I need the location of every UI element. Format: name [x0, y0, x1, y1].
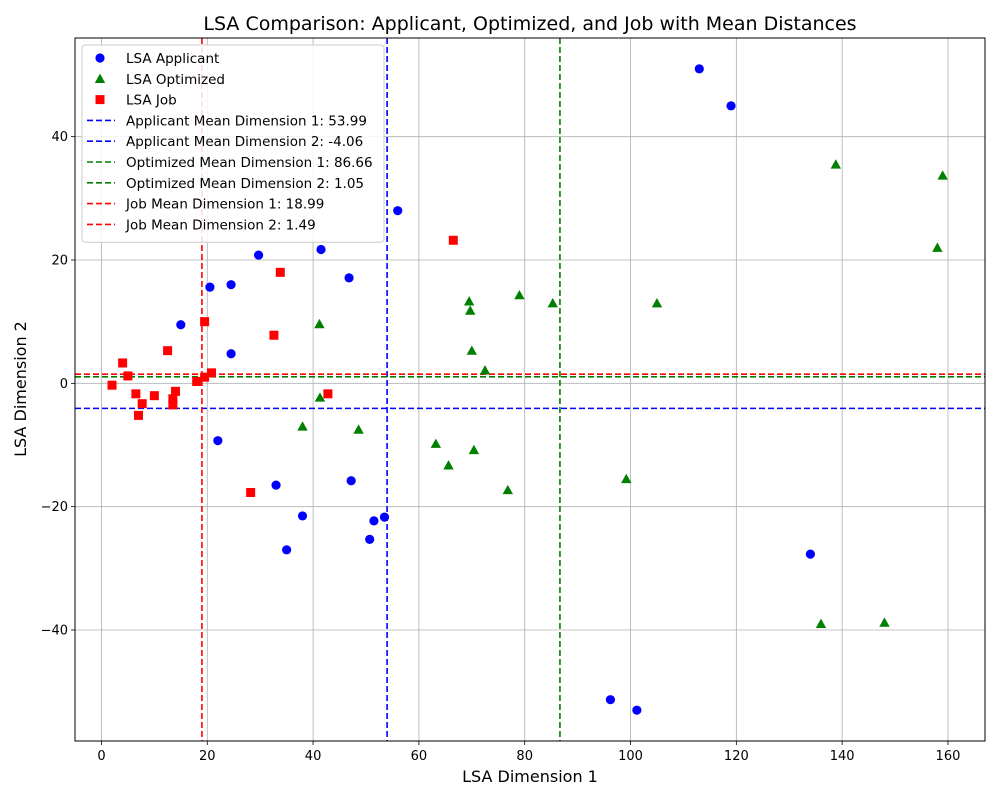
lsa-job-point	[133, 410, 143, 420]
lsa-optimized-point	[502, 484, 513, 495]
legend-label-job-mean-dimension-1-18-99: Job Mean Dimension 1: 18.99	[125, 197, 324, 213]
x-tick-label: 60	[411, 749, 428, 764]
y-tick-label: −40	[41, 624, 68, 639]
lsa-applicant-point	[369, 516, 379, 526]
lsa-applicant-point	[253, 250, 264, 260]
lsa-applicant-point	[282, 545, 292, 555]
y-tick-label: 20	[51, 254, 68, 269]
legend-label-job-mean-dimension-2-1-49: Job Mean Dimension 2: 1.49	[125, 217, 316, 233]
legend-label-optimized-mean-dimension-1-86-66: Optimized Mean Dimension 1: 86.66	[126, 155, 373, 171]
lsa-applicant-point	[346, 476, 356, 486]
lsa-job-point	[163, 346, 173, 356]
lsa-optimized-point	[463, 296, 475, 306]
lsa-applicant-point	[344, 273, 354, 283]
x-tick-label: 160	[936, 749, 961, 764]
x-tick-label: 0	[97, 749, 105, 764]
lsa-optimized-point	[465, 305, 476, 315]
lsa-optimized-point	[932, 242, 943, 252]
lsa-applicant-point	[605, 695, 616, 705]
lsa-optimized-point	[468, 444, 480, 455]
lsa-applicant-point	[726, 101, 736, 111]
x-tick-label: 20	[199, 749, 216, 764]
y-tick-label: −20	[41, 500, 68, 515]
lsa-applicant-point	[393, 206, 403, 216]
x-tick-label: 140	[830, 749, 855, 764]
lsa-job-point	[200, 372, 210, 382]
lsa-job-point	[448, 235, 458, 245]
data-points	[107, 64, 948, 715]
lsa-job-point	[149, 391, 159, 401]
lsa-job-point	[207, 368, 216, 378]
legend-label-lsa-job: LSA Job	[126, 93, 177, 109]
lsa-applicant-point	[805, 549, 816, 559]
lsa-job-point	[192, 376, 202, 386]
x-tick-label: 120	[724, 749, 749, 764]
lsa-optimized-point	[479, 365, 491, 375]
legend-marker-lsa-job	[95, 95, 105, 105]
y-axis-label: LSA Dimension 2	[11, 321, 30, 457]
lsa-applicant-point	[271, 480, 281, 490]
lsa-optimized-point	[430, 438, 442, 448]
legend-marker-lsa-applicant	[95, 53, 105, 63]
lsa-optimized-point	[621, 473, 632, 484]
y-tick-label: 0	[60, 377, 68, 392]
lsa-optimized-point	[297, 421, 308, 431]
lsa-job-point	[275, 267, 285, 277]
lsa-job-point	[131, 389, 141, 399]
lsa-job-point	[107, 380, 117, 390]
lsa-job-point	[171, 386, 181, 396]
lsa-job-point	[200, 317, 210, 327]
lsa-optimized-point	[514, 289, 525, 300]
lsa-job-point	[246, 487, 256, 497]
lsa-optimized-point	[353, 424, 364, 434]
lsa-optimized-point	[937, 170, 948, 180]
x-axis-label: LSA Dimension 1	[462, 767, 598, 786]
lsa-optimized-point	[314, 392, 326, 402]
lsa-applicant-point	[297, 511, 308, 521]
lsa-applicant-point	[213, 436, 223, 446]
legend: LSA Applicant LSA Optimized LSA Job Applica…	[81, 44, 385, 243]
lsa-applicant-point	[316, 244, 326, 255]
lsa-job-point	[168, 400, 178, 410]
lsa-optimized-point	[830, 159, 842, 169]
legend-marker-lsa-optimized	[94, 73, 106, 83]
lsa-optimized-point	[443, 460, 454, 470]
axis-ticks: 0 20 40 60 80 100 120 140 160 −40 −20 0 20 40	[41, 130, 961, 764]
lsa-applicant-point	[632, 705, 642, 715]
legend-label-applicant-mean-dimension-1-53-99: Applicant Mean Dimension 1: 53.99	[126, 113, 367, 129]
lsa-applicant-point	[694, 64, 704, 74]
legend-label-optimized-mean-dimension-2-1-05: Optimized Mean Dimension 2: 1.05	[126, 176, 364, 192]
lsa-optimized-point	[314, 318, 325, 329]
chart-title: LSA Comparison: Applicant, Optimized, an…	[203, 13, 856, 35]
lsa-applicant-point	[379, 512, 390, 522]
lsa-applicant-point	[226, 280, 236, 290]
lsa-job-point	[123, 371, 133, 381]
lsa-optimized-point	[466, 345, 478, 355]
lsa-optimized-point	[815, 618, 827, 628]
lsa-applicant-point	[176, 320, 186, 330]
x-tick-label: 80	[516, 749, 533, 764]
lsa-applicant-point	[205, 282, 215, 292]
lsa-job-point	[323, 389, 333, 399]
x-tick-label: 40	[305, 749, 322, 764]
legend-label-lsa-optimized: LSA Optimized	[126, 72, 225, 88]
legend-label-lsa-applicant: LSA Applicant	[126, 51, 219, 67]
lsa-job-point	[118, 358, 128, 368]
lsa-optimized-point	[879, 617, 890, 627]
y-tick-label: 40	[51, 130, 68, 145]
lsa-optimized-point	[651, 297, 663, 308]
lsa-job-point	[269, 330, 279, 340]
lsa-applicant-point	[365, 534, 375, 544]
lsa-applicant-point	[226, 349, 236, 359]
lsa-job-point	[168, 394, 178, 404]
lsa-optimized-point	[547, 297, 558, 308]
plot-frame	[74, 37, 986, 742]
legend-box	[81, 44, 385, 243]
legend-label-applicant-mean-dimension-2-4-06: Applicant Mean Dimension 2: -4.06	[126, 134, 363, 150]
lsa-job-point	[137, 399, 147, 409]
x-tick-label: 100	[618, 749, 643, 764]
